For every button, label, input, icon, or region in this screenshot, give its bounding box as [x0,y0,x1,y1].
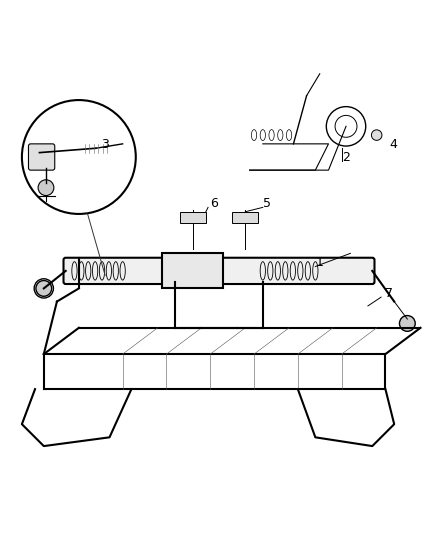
Text: 2: 2 [342,151,350,164]
Text: 5: 5 [263,197,271,211]
Text: 3: 3 [101,138,109,151]
Text: 6: 6 [210,197,218,211]
Circle shape [38,180,54,196]
Text: 7: 7 [385,287,393,300]
Bar [180,212,206,223]
Bar [232,212,258,223]
Circle shape [36,280,52,296]
Text: 4: 4 [390,138,398,151]
Circle shape [371,130,382,140]
Circle shape [399,316,415,332]
FancyBboxPatch shape [64,258,374,284]
FancyBboxPatch shape [28,144,55,170]
Bar [162,253,223,288]
Text: 1: 1 [315,256,323,270]
